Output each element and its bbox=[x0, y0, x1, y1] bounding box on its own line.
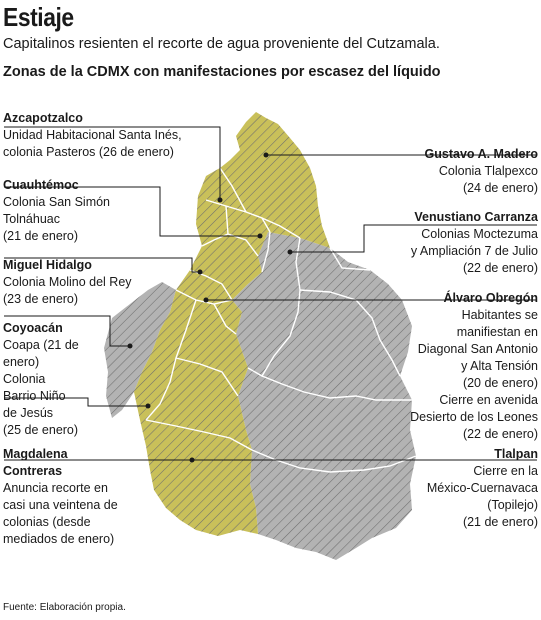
subtitle: Capitalinos resienten el recorte de agua… bbox=[3, 36, 440, 52]
borough-name: Miguel Hidalgo bbox=[3, 258, 92, 272]
leader-dots bbox=[127, 152, 293, 463]
borough-name: Álvaro Obregón bbox=[443, 291, 538, 305]
source-note: Fuente: Elaboración propia. bbox=[3, 602, 126, 613]
map-heading: Zonas de la CDMX con manifestaciones por… bbox=[3, 64, 441, 80]
label-miguel-hidalgo: Miguel Hidalgo Colonia Molino del Rey (2… bbox=[3, 257, 132, 308]
label-azcapotzalco: Azcapotzalco Unidad Habitacional Santa I… bbox=[3, 110, 182, 161]
borough-name: Gustavo A. Madero bbox=[424, 147, 538, 161]
label-cuauhtemoc: Cuauhtémoc Colonia San Simón Tolnáhuac (… bbox=[3, 177, 110, 245]
borough-note: Colonia Tlalpexco (24 de enero) bbox=[438, 164, 538, 195]
borough-note: Cierre en la México-Cuernavaca (Topilejo… bbox=[426, 464, 538, 529]
label-magdalena-contreras: Magdalena Contreras Anuncia recorte en c… bbox=[3, 446, 118, 548]
affected-area bbox=[134, 112, 330, 536]
borough-name: Cuauhtémoc bbox=[3, 178, 79, 192]
borough-note: Habitantes se manifiestan en Diagonal Sa… bbox=[410, 308, 538, 441]
borough-name: Coyoacán bbox=[3, 321, 63, 335]
borough-name: Magdalena Contreras bbox=[3, 447, 68, 478]
borough-name: Venustiano Carranza bbox=[414, 210, 538, 224]
borough-note: Anuncia recorte en casi una veintena de … bbox=[3, 481, 118, 546]
borough-note: Unidad Habitacional Santa Inés, colonia … bbox=[3, 128, 182, 159]
borough-name: Azcapotzalco bbox=[3, 111, 83, 125]
label-gustavo-a-madero: Gustavo A. Madero Colonia Tlalpexco (24 … bbox=[425, 146, 538, 197]
label-alvaro-obregon: Álvaro Obregón Habitantes se manifiestan… bbox=[410, 290, 538, 443]
leader-lines bbox=[4, 126, 537, 461]
label-venustiano-carranza: Venustiano Carranza Colonias Moctezuma y… bbox=[411, 209, 538, 277]
borough-note: Coapa (21 de enero) Colonia Barrio Niño … bbox=[3, 338, 79, 437]
borough-note: Colonia San Simón Tolnáhuac (21 de enero… bbox=[3, 195, 111, 243]
borough-note: Colonia Molino del Rey (23 de enero) bbox=[3, 275, 132, 306]
label-tlalpan: Tlalpan Cierre en la México-Cuernavaca (… bbox=[427, 446, 538, 531]
borough-note: Colonias Moctezuma y Ampliación 7 de Jul… bbox=[410, 227, 538, 275]
label-coyoacan: Coyoacán Coapa (21 de enero) Colonia Bar… bbox=[3, 320, 79, 439]
page-title: Estiaje bbox=[3, 2, 74, 32]
borough-name: Tlalpan bbox=[494, 447, 538, 461]
